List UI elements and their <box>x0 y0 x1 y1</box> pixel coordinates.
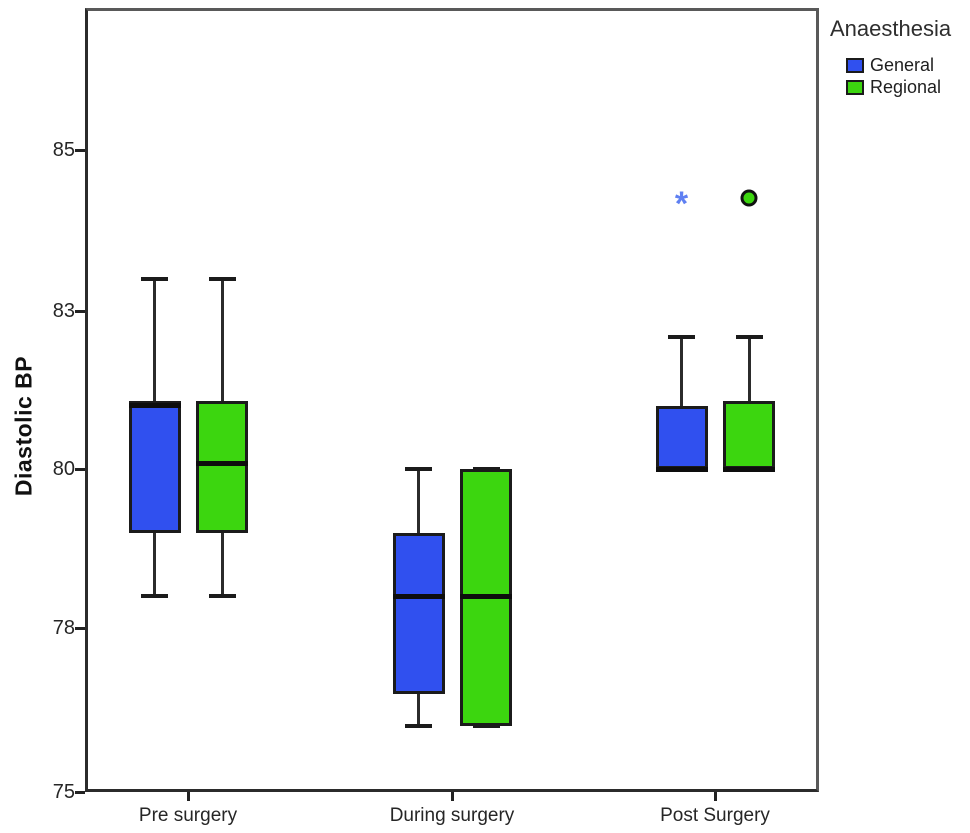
whisker-cap-bottom-regional-during-surgery <box>472 724 500 729</box>
legend: Anaesthesia General Regional <box>830 16 951 100</box>
x-tick-label-post-surgery: Post Surgery <box>660 805 770 826</box>
whisker-cap-bottom-regional-pre-surgery <box>208 594 236 599</box>
median-general-during-surgery <box>392 593 445 599</box>
box-regional-pre-surgery <box>196 400 248 533</box>
legend-item-general: General <box>846 56 951 75</box>
legend-swatch-general-icon <box>846 58 864 73</box>
whisker-cap-top-regional-post-surgery <box>735 335 763 340</box>
box-general-pre-surgery <box>128 400 181 533</box>
y-tick-label-85: 85 <box>52 139 75 161</box>
whisker-general-post-surgery <box>680 337 683 469</box>
y-tick-mark-78 <box>75 626 85 630</box>
whisker-cap-top-general-post-surgery <box>668 335 695 340</box>
legend-item-regional: Regional <box>846 78 951 97</box>
whisker-cap-bottom-general-pre-surgery <box>141 594 168 599</box>
y-tick-mark-85 <box>75 148 85 152</box>
legend-title: Anaesthesia <box>830 16 952 41</box>
outlier-asterisk-general-post-surgery: * <box>674 185 689 224</box>
median-general-post-surgery <box>655 466 708 472</box>
x-tick-label-pre-surgery: Pre surgery <box>138 805 238 826</box>
median-general-pre-surgery <box>128 403 181 409</box>
y-tick-mark-80 <box>75 467 85 471</box>
legend-label-general: General <box>870 55 935 75</box>
x-tick-mark-pre-surgery <box>186 792 190 801</box>
y-tick-label-75: 75 <box>52 781 75 803</box>
legend-swatch-regional-icon <box>846 80 864 95</box>
box-general-during-surgery <box>392 532 445 694</box>
y-tick-label-83: 83 <box>52 300 75 322</box>
whisker-cap-top-general-pre-surgery <box>141 276 168 281</box>
whisker-cap-top-general-during-surgery <box>405 467 432 471</box>
box-regional-post-surgery <box>723 400 775 469</box>
whisker-cap-top-regional-pre-surgery <box>208 276 236 281</box>
y-tick-label-80: 80 <box>52 458 75 480</box>
median-regional-post-surgery <box>723 466 775 472</box>
plot-area <box>85 8 819 792</box>
median-regional-during-surgery <box>460 593 512 599</box>
y-tick-mark-83 <box>75 309 85 313</box>
y-tick-mark-75 <box>75 790 85 794</box>
x-tick-label-during-surgery: During surgery <box>389 805 515 826</box>
y-axis-title: Diastolic BP <box>10 355 37 497</box>
box-general-post-surgery <box>655 405 708 469</box>
y-tick-label-78: 78 <box>52 617 75 639</box>
whisker-cap-bottom-general-during-surgery <box>405 724 432 729</box>
x-tick-mark-during-surgery <box>450 792 454 801</box>
outlier-circle-regional-post-surgery <box>740 189 758 207</box>
x-tick-mark-post-surgery <box>713 792 717 801</box>
legend-label-regional: Regional <box>870 77 942 97</box>
median-regional-pre-surgery <box>196 461 248 467</box>
